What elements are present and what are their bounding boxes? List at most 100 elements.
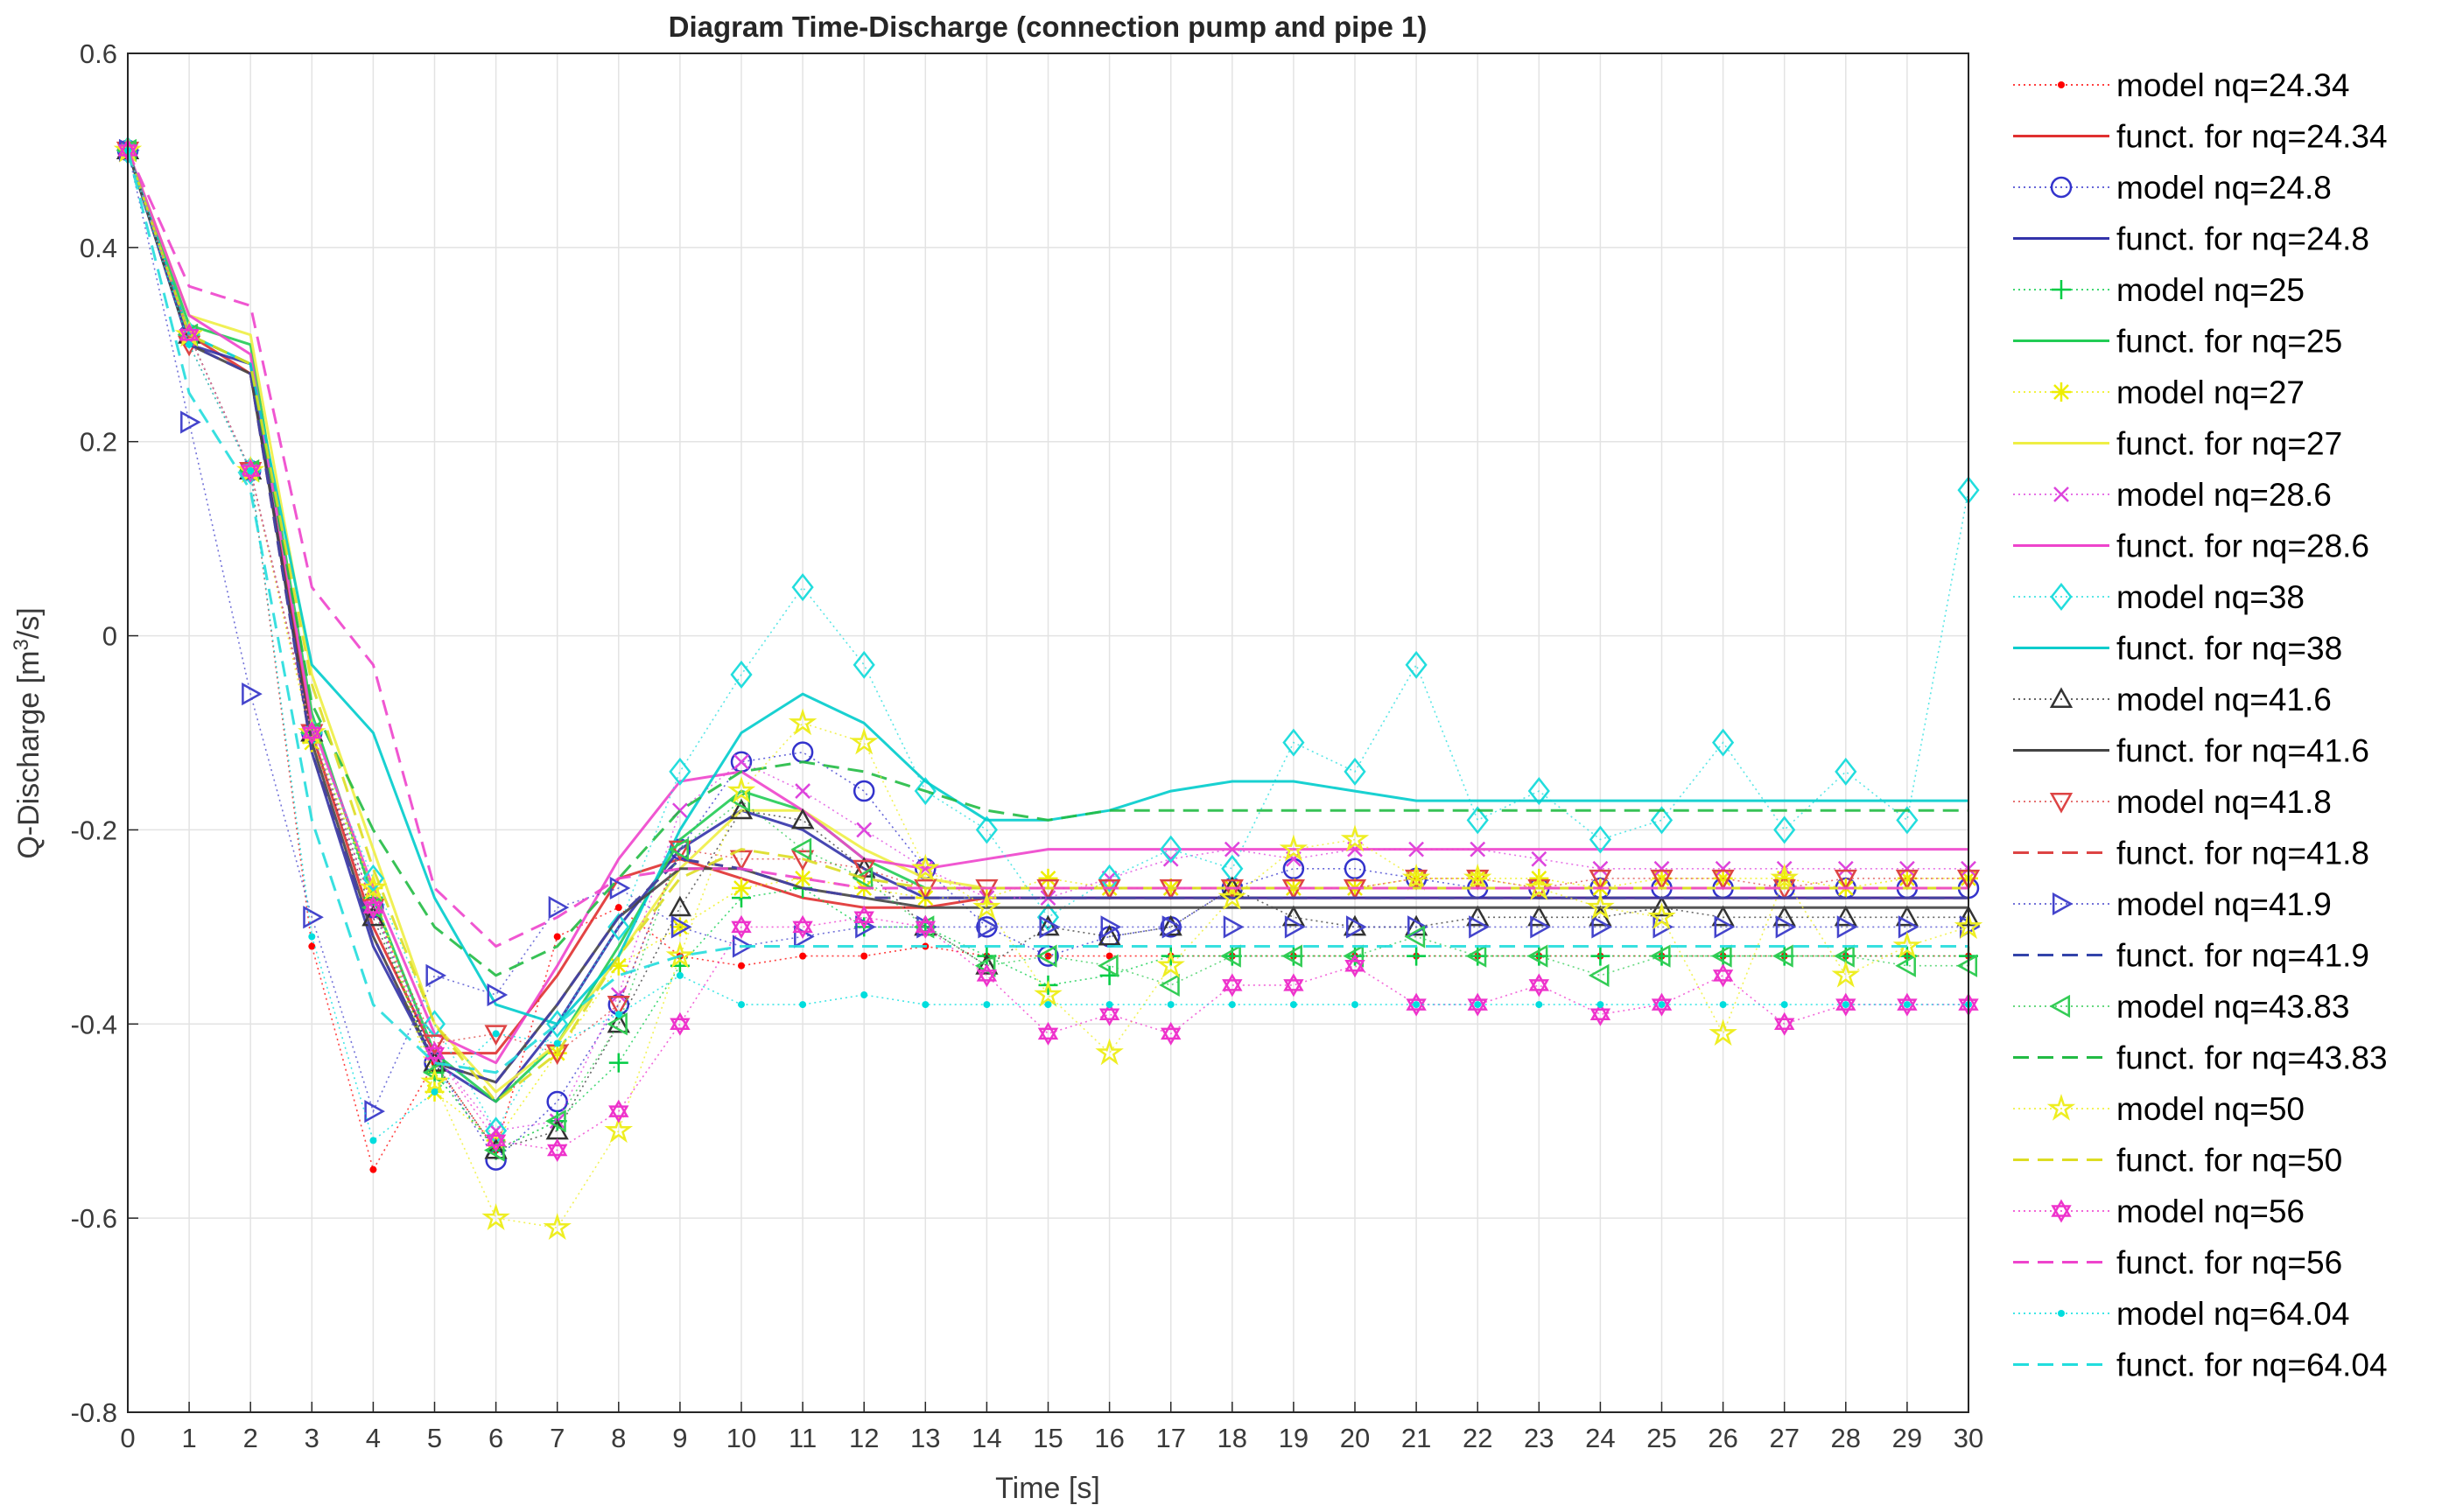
data-point bbox=[669, 757, 691, 786]
x-tick-label: 22 bbox=[1463, 1423, 1492, 1453]
data-point bbox=[301, 721, 322, 739]
data-point bbox=[792, 920, 813, 939]
data-point bbox=[799, 952, 807, 960]
data-point bbox=[1344, 959, 1365, 978]
data-point bbox=[1467, 998, 1488, 1017]
y-tick-label: -0.2 bbox=[71, 815, 117, 845]
legend-entry: funct. for nq=64.04 bbox=[2013, 1348, 2388, 1383]
data-point bbox=[1159, 914, 1182, 936]
series-layer bbox=[113, 135, 1983, 1241]
data-point bbox=[1652, 868, 1672, 888]
x-tick-label: 24 bbox=[1585, 1423, 1615, 1453]
series-line bbox=[126, 150, 1968, 1074]
data-point bbox=[1650, 806, 1674, 835]
legend-label: funct. for nq=41.6 bbox=[2116, 733, 2369, 769]
data-point bbox=[856, 822, 873, 838]
data-point bbox=[1712, 728, 1735, 757]
legend-entry: model nq=56 bbox=[2013, 1194, 2305, 1229]
data-point bbox=[668, 840, 692, 862]
x-tick-label: 28 bbox=[1831, 1423, 1861, 1453]
data-point bbox=[1351, 1001, 1358, 1009]
data-point bbox=[795, 783, 810, 799]
data-point bbox=[1220, 944, 1241, 968]
data-point bbox=[369, 1137, 377, 1144]
data-point bbox=[1774, 1018, 1795, 1036]
data-point bbox=[1404, 914, 1428, 936]
data-point bbox=[1588, 963, 1610, 987]
legend-label: model nq=43.83 bbox=[2116, 989, 2349, 1025]
data-point bbox=[607, 996, 630, 1017]
series-line bbox=[127, 150, 1968, 1152]
legend-label: funct. for nq=64.04 bbox=[2116, 1348, 2388, 1383]
data-point bbox=[1647, 902, 1676, 930]
data-point bbox=[1589, 1008, 1611, 1026]
data-point bbox=[1161, 1027, 1182, 1046]
x-tick-label: 14 bbox=[972, 1423, 1001, 1453]
data-point bbox=[303, 906, 324, 929]
data-point bbox=[484, 1025, 508, 1046]
data-point bbox=[853, 911, 874, 929]
legend-swatch-marker bbox=[2053, 486, 2069, 502]
legend-label: funct. for nq=56 bbox=[2116, 1245, 2342, 1281]
legend-swatch-marker bbox=[2046, 1093, 2076, 1121]
data-point bbox=[853, 650, 875, 679]
legend-label: model nq=56 bbox=[2116, 1194, 2305, 1229]
legend-swatch-marker bbox=[2051, 1199, 2072, 1217]
data-point bbox=[545, 1110, 566, 1133]
data-point bbox=[665, 941, 695, 969]
data-point bbox=[978, 915, 999, 939]
data-point bbox=[1770, 863, 1799, 891]
legend-entry: funct. for nq=41.8 bbox=[2013, 836, 2369, 872]
y-axis-label-tail: /s] bbox=[12, 607, 46, 639]
legend-entry: funct. for nq=24.34 bbox=[2013, 119, 2388, 155]
legend-swatch-marker bbox=[2052, 280, 2071, 299]
data-point bbox=[424, 1041, 446, 1060]
y-tick-label: 0.2 bbox=[80, 427, 117, 458]
legend-entry: model nq=64.04 bbox=[2013, 1296, 2349, 1332]
data-point bbox=[1591, 915, 1612, 939]
chart-title: Diagram Time-Discharge (connection pump … bbox=[669, 10, 1428, 43]
legend: model nq=24.34 funct. for nq=24.34 model n… bbox=[2013, 67, 2388, 1383]
legend-label: funct. for nq=27 bbox=[2116, 426, 2342, 462]
x-tick-label: 0 bbox=[120, 1423, 135, 1453]
series-line bbox=[126, 150, 1968, 1065]
data-point bbox=[975, 816, 998, 844]
data-point bbox=[180, 410, 201, 434]
data-point bbox=[247, 466, 255, 474]
data-point bbox=[1466, 905, 1490, 927]
x-tick-label: 19 bbox=[1279, 1423, 1309, 1453]
data-point bbox=[547, 1138, 568, 1157]
data-point bbox=[1714, 915, 1736, 939]
data-point bbox=[425, 963, 447, 987]
data-point bbox=[975, 954, 999, 975]
data-point bbox=[793, 868, 813, 888]
x-tick-label: 26 bbox=[1708, 1423, 1737, 1453]
legend-label: funct. for nq=24.34 bbox=[2116, 119, 2388, 155]
legend-swatch-marker bbox=[2052, 892, 2074, 916]
x-tick-label: 1 bbox=[181, 1423, 196, 1453]
legend-swatch-marker bbox=[2051, 1205, 2072, 1223]
x-tick-label: 27 bbox=[1769, 1423, 1799, 1453]
data-point bbox=[1834, 905, 1857, 927]
data-point bbox=[1098, 954, 1119, 977]
data-point bbox=[1406, 998, 1427, 1017]
data-point bbox=[1831, 960, 1861, 988]
legend-entry: funct. for nq=28.6 bbox=[2013, 528, 2369, 564]
legend-label: model nq=41.8 bbox=[2116, 784, 2332, 820]
data-point bbox=[1525, 872, 1554, 900]
data-point bbox=[799, 1001, 807, 1009]
data-point bbox=[1719, 1001, 1727, 1009]
legend-swatch-marker bbox=[2049, 792, 2074, 814]
tick-labels: 0 1 2 3 4 5 6 7 8 9 10 11 12 13 14 15 16 17 18 19 20 21 22 23 24… bbox=[71, 38, 1984, 1453]
data-point bbox=[1100, 915, 1122, 939]
data-point bbox=[1772, 944, 1793, 968]
data-point bbox=[1899, 860, 1915, 877]
data-point bbox=[614, 1011, 622, 1018]
y-axis-label: Q-Discharge [m3/s] bbox=[10, 607, 46, 858]
series-model bbox=[117, 138, 1979, 1162]
data-point bbox=[431, 1088, 439, 1096]
legend-entry: funct. for nq=50 bbox=[2013, 1143, 2342, 1179]
data-point bbox=[1413, 1001, 1421, 1009]
data-point bbox=[608, 1099, 629, 1117]
data-point bbox=[1528, 979, 1549, 998]
